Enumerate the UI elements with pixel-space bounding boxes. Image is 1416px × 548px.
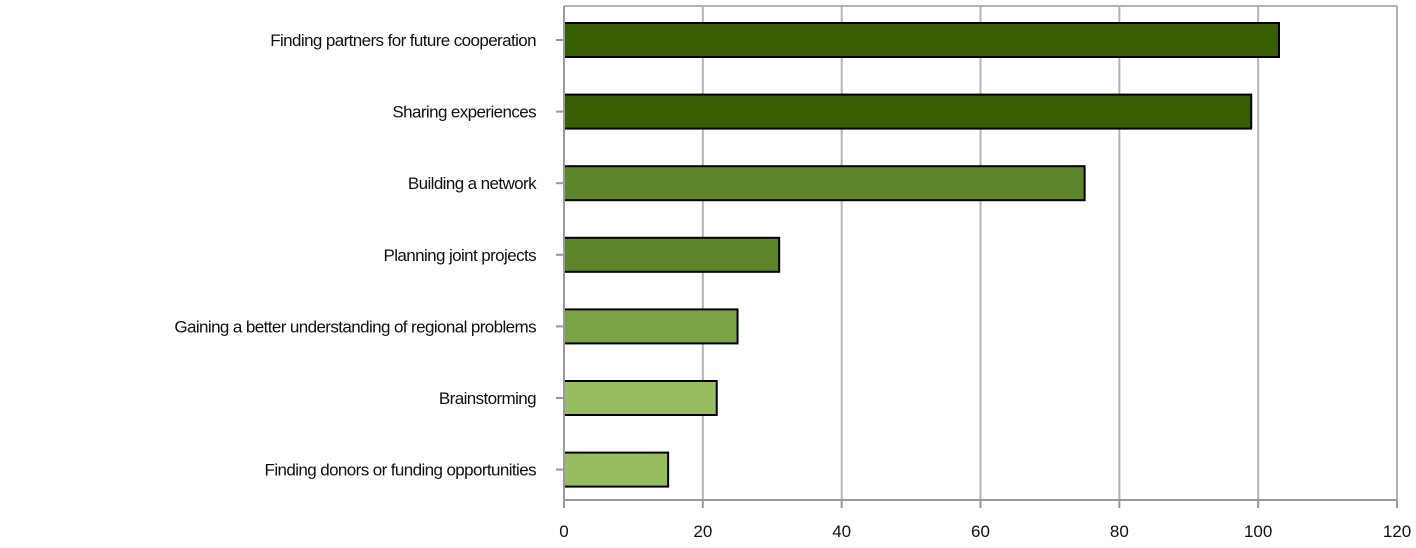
bar (563, 165, 1086, 202)
bar (563, 308, 739, 345)
category-label: Planning joint projects (383, 246, 536, 265)
bar (563, 236, 781, 273)
x-tick-labels: 0 20 40 60 80 100 120 (559, 522, 1411, 541)
x-tick-label: 20 (693, 522, 712, 541)
x-tick-label: 80 (1110, 522, 1129, 541)
x-tick-label: 60 (971, 522, 990, 541)
bar (563, 380, 718, 416)
x-tick-label: 100 (1244, 522, 1272, 541)
x-tick-label: 40 (832, 522, 851, 541)
x-tick-label: 0 (559, 522, 568, 541)
bar (563, 93, 1253, 130)
category-label: Gaining a better understanding of region… (174, 317, 536, 336)
bar (563, 22, 1280, 58)
bars (563, 22, 1280, 488)
category-labels: Finding partners for future cooperation S… (174, 31, 537, 480)
gridlines (564, 5, 1398, 500)
bar (563, 451, 670, 488)
category-label: Building a network (408, 174, 537, 193)
category-label: Brainstorming (439, 389, 536, 408)
axes (556, 6, 1398, 508)
category-label: Sharing experiences (392, 103, 536, 122)
category-label: Finding donors or funding opportunities (265, 461, 537, 480)
x-tick-label: 120 (1383, 522, 1411, 541)
category-label: Finding partners for future cooperation (270, 31, 536, 50)
